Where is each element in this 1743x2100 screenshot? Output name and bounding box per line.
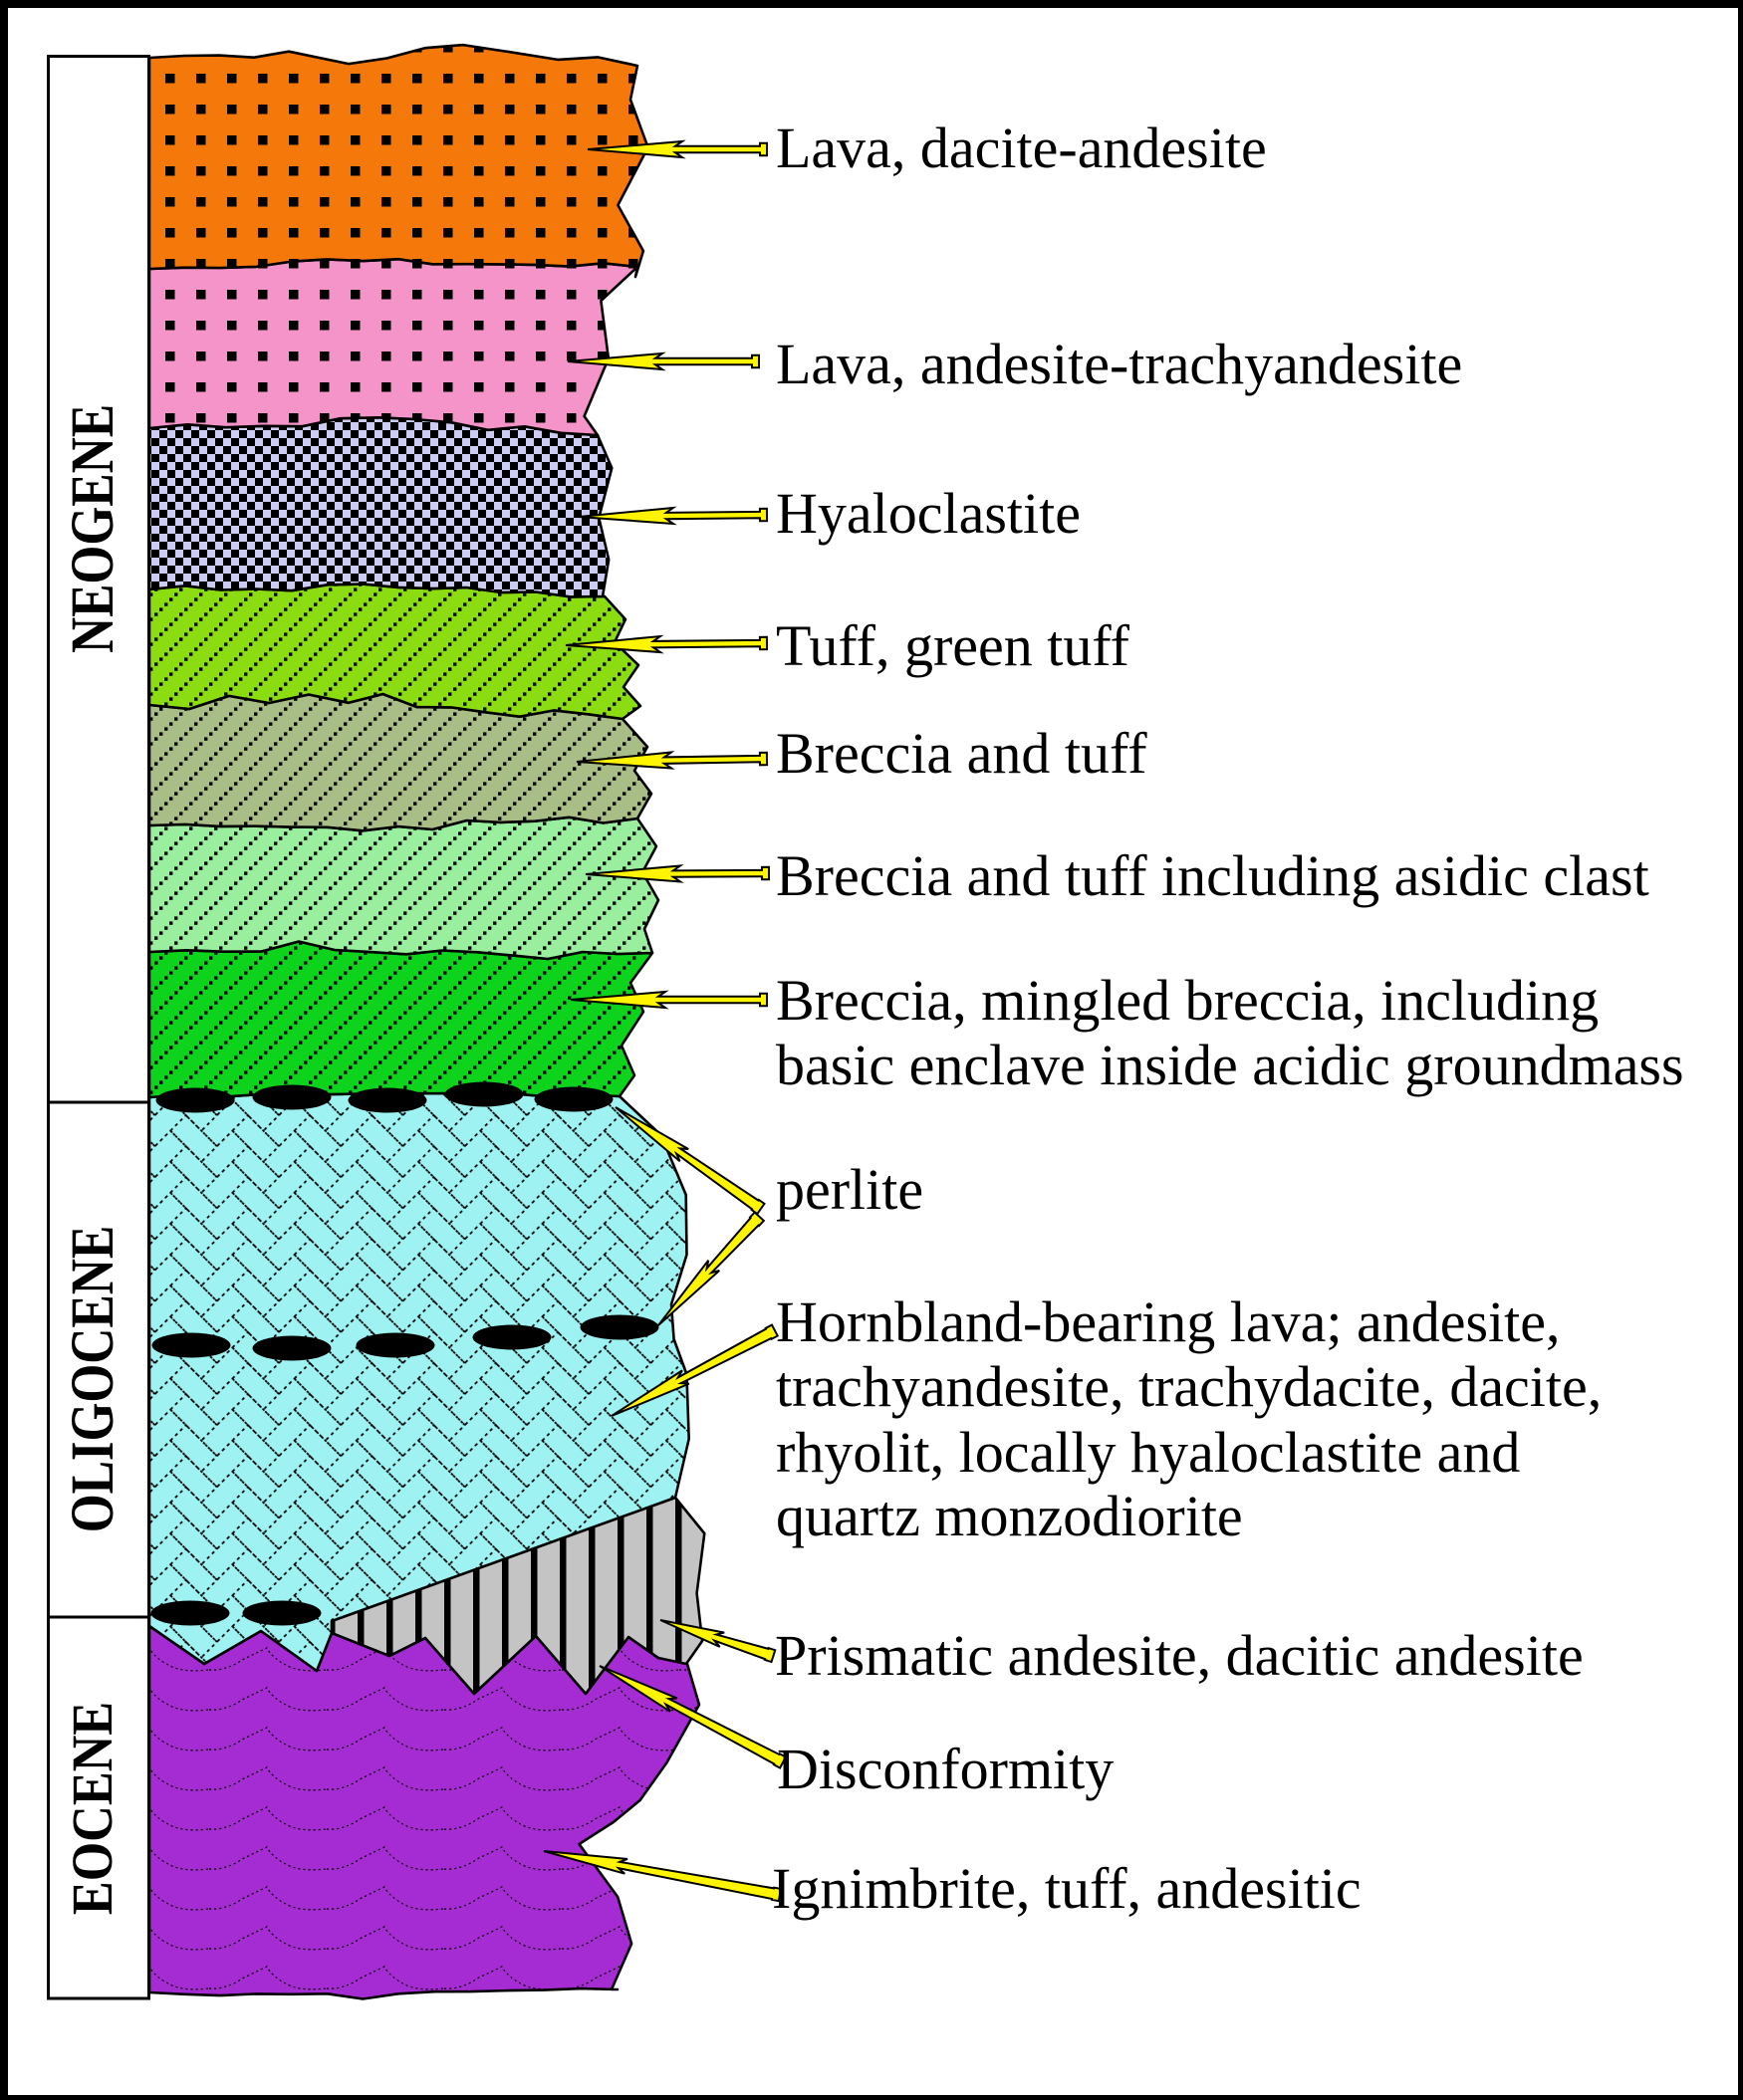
svg-text:Breccia and tuff: Breccia and tuff [776, 721, 1147, 786]
svg-text:EOCENE: EOCENE [60, 1702, 124, 1915]
svg-text:Breccia and tuff including asi: Breccia and tuff including asidic clast [776, 843, 1649, 908]
svg-text:Tuff, green tuff: Tuff, green tuff [776, 613, 1130, 678]
svg-text:perlite: perlite [776, 1157, 923, 1222]
svg-text:Breccia, mingled breccia, incl: Breccia, mingled breccia, including [776, 968, 1599, 1033]
svg-text:Hornbland-bearing lava; andesi: Hornbland-bearing lava; andesite, [776, 1289, 1561, 1354]
svg-text:basic enclave inside acidic gr: basic enclave inside acidic groundmass [776, 1033, 1684, 1097]
svg-text:Prismatic andesite, dacitic an: Prismatic andesite, dacitic andesite [775, 1623, 1584, 1688]
svg-text:trachyandesite, trachydacite,: trachyandesite, trachydacite, dacite, [776, 1354, 1602, 1419]
svg-text:OLIGOCENE: OLIGOCENE [59, 1226, 126, 1532]
svg-text:Ignimbrite, tuff, andesitic: Ignimbrite, tuff, andesitic [772, 1856, 1362, 1921]
svg-text:quartz monzodiorite: quartz monzodiorite [776, 1484, 1243, 1548]
svg-text:Hyaloclastite: Hyaloclastite [776, 481, 1081, 546]
svg-text:Disconformity: Disconformity [777, 1737, 1114, 1801]
svg-text:Lava, dacite-andesite: Lava, dacite-andesite [776, 116, 1267, 180]
svg-text:NEOGENE: NEOGENE [59, 404, 126, 653]
svg-text:rhyolit, locally hyaloclastite: rhyolit, locally hyaloclastite and [776, 1420, 1520, 1485]
svg-text:Lava, andesite-trachyandesite: Lava, andesite-trachyandesite [776, 332, 1462, 396]
